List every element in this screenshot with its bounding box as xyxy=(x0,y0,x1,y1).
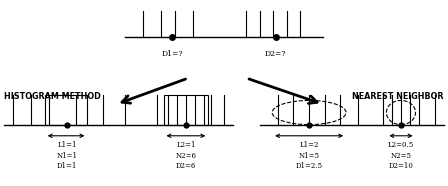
Text: D1=?: D1=? xyxy=(162,50,183,58)
Text: L1=2
N1=5
D1=2.5: L1=2 N1=5 D1=2.5 xyxy=(296,141,323,170)
Bar xyxy=(164,95,208,125)
Text: D2=?: D2=? xyxy=(265,50,286,58)
Bar xyxy=(45,95,87,125)
Text: L2=0.5
N2=5
D2=10: L2=0.5 N2=5 D2=10 xyxy=(388,141,414,170)
Text: L2=1
N2=6
D2=6: L2=1 N2=6 D2=6 xyxy=(176,141,196,170)
Text: NEAREST NEIGHBOR: NEAREST NEIGHBOR xyxy=(352,92,444,101)
Text: HISTOGRAM METHOD: HISTOGRAM METHOD xyxy=(4,92,101,101)
Text: L1=1
N1=1
D1=1: L1=1 N1=1 D1=1 xyxy=(57,141,78,170)
